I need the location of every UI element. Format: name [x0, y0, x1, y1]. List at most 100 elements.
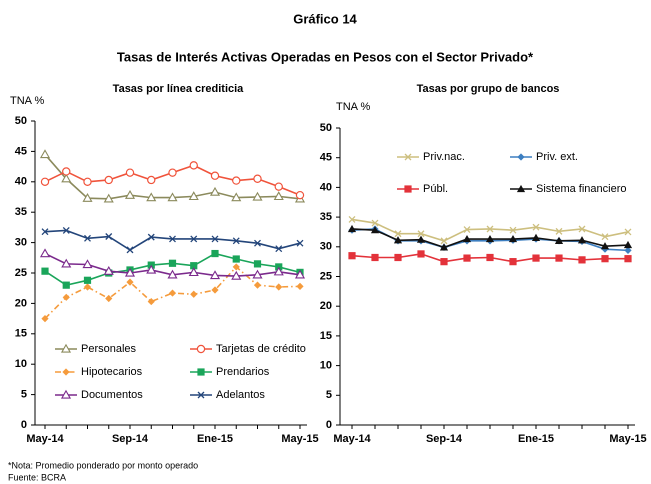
marker: [103, 265, 114, 275]
marker: [60, 343, 72, 353]
marker: [509, 226, 517, 234]
y-tick-label: 30: [320, 241, 332, 253]
marker: [209, 270, 221, 280]
marker: [578, 256, 586, 264]
marker: [82, 259, 93, 269]
series-line: [44, 229, 301, 251]
legend-label: Tarjetas de crédito: [216, 343, 306, 355]
marker: [196, 344, 206, 354]
marker: [347, 224, 357, 233]
marker: [440, 237, 448, 245]
y-tick-label: 25: [320, 270, 332, 282]
y-tick-label: 5: [21, 389, 27, 401]
marker: [125, 168, 135, 177]
marker: [62, 167, 71, 176]
y-tick-label: 15: [15, 328, 27, 340]
marker: [394, 230, 402, 238]
legend-label: Priv.nac.: [423, 151, 465, 163]
marker: [252, 269, 263, 279]
y-tick-label: 25: [15, 267, 27, 279]
source: Fuente: BCRA: [8, 472, 66, 482]
marker: [41, 315, 49, 323]
marker: [554, 236, 564, 244]
marker: [509, 258, 517, 266]
legend-label: Personales: [81, 343, 137, 355]
marker: [124, 267, 136, 277]
x-tick-label: Ene-15: [518, 433, 554, 445]
marker: [417, 250, 425, 258]
marker: [83, 283, 92, 291]
marker: [555, 227, 563, 235]
marker: [254, 239, 261, 247]
legend-label: Documentos: [81, 389, 143, 401]
legend-label: Sistema financiero: [536, 183, 627, 195]
marker: [232, 263, 240, 271]
marker: [531, 233, 541, 241]
marker: [168, 289, 177, 297]
marker: [295, 190, 305, 200]
marker: [168, 168, 177, 177]
marker: [348, 216, 356, 223]
marker: [41, 267, 49, 275]
marker: [624, 255, 632, 263]
marker: [168, 259, 177, 267]
marker: [105, 294, 113, 303]
marker: [296, 282, 304, 290]
y-tick-label: 50: [15, 115, 27, 127]
y-tick-label: 10: [320, 360, 332, 372]
marker: [62, 226, 70, 234]
y-tick-label: 35: [320, 211, 332, 223]
marker: [275, 283, 283, 291]
y-tick-label: 45: [320, 152, 332, 164]
marker: [83, 276, 92, 284]
marker: [463, 226, 471, 234]
y-tick-label: 0: [21, 419, 27, 431]
x-tick-label: Ene-15: [197, 433, 233, 445]
marker: [41, 228, 49, 236]
marker: [601, 233, 609, 241]
legend-label: Prendarios: [216, 366, 270, 378]
chart-title: Tasas por grupo de bancos: [417, 83, 560, 95]
marker: [232, 176, 241, 185]
marker: [188, 267, 199, 277]
marker: [417, 230, 425, 238]
marker: [624, 246, 632, 254]
marker: [624, 228, 632, 236]
marker: [126, 246, 134, 254]
marker: [39, 149, 51, 159]
x-tick-label: May-14: [333, 433, 371, 445]
chart-title: Tasas por línea crediticia: [113, 83, 245, 95]
marker: [463, 254, 471, 262]
y-tick-label: 20: [320, 300, 332, 312]
marker: [169, 235, 176, 243]
legend-label: Hipotecarios: [81, 366, 143, 378]
series-line: [44, 252, 301, 287]
marker: [190, 262, 198, 270]
marker: [84, 234, 91, 242]
marker: [623, 240, 633, 249]
marker: [577, 236, 587, 244]
y-tick-label: 5: [326, 389, 332, 401]
marker: [394, 253, 402, 262]
x-tick-label: Sep-14: [426, 433, 463, 445]
y-tick-label: 20: [15, 297, 27, 309]
figure-title: Gráfico 14: [293, 11, 357, 26]
marker: [39, 248, 51, 258]
y-tick-label: 50: [320, 122, 332, 134]
marker: [189, 161, 198, 170]
legend-label: Públ.: [423, 183, 448, 195]
marker: [274, 182, 283, 191]
marker: [82, 193, 93, 202]
marker: [296, 239, 304, 247]
marker: [517, 153, 525, 161]
marker: [60, 389, 72, 399]
marker: [167, 269, 178, 279]
marker: [485, 234, 495, 243]
marker: [188, 191, 199, 201]
marker: [147, 233, 155, 241]
marker: [83, 177, 92, 186]
marker: [197, 391, 205, 399]
x-tick-label: Sep-14: [112, 433, 149, 445]
